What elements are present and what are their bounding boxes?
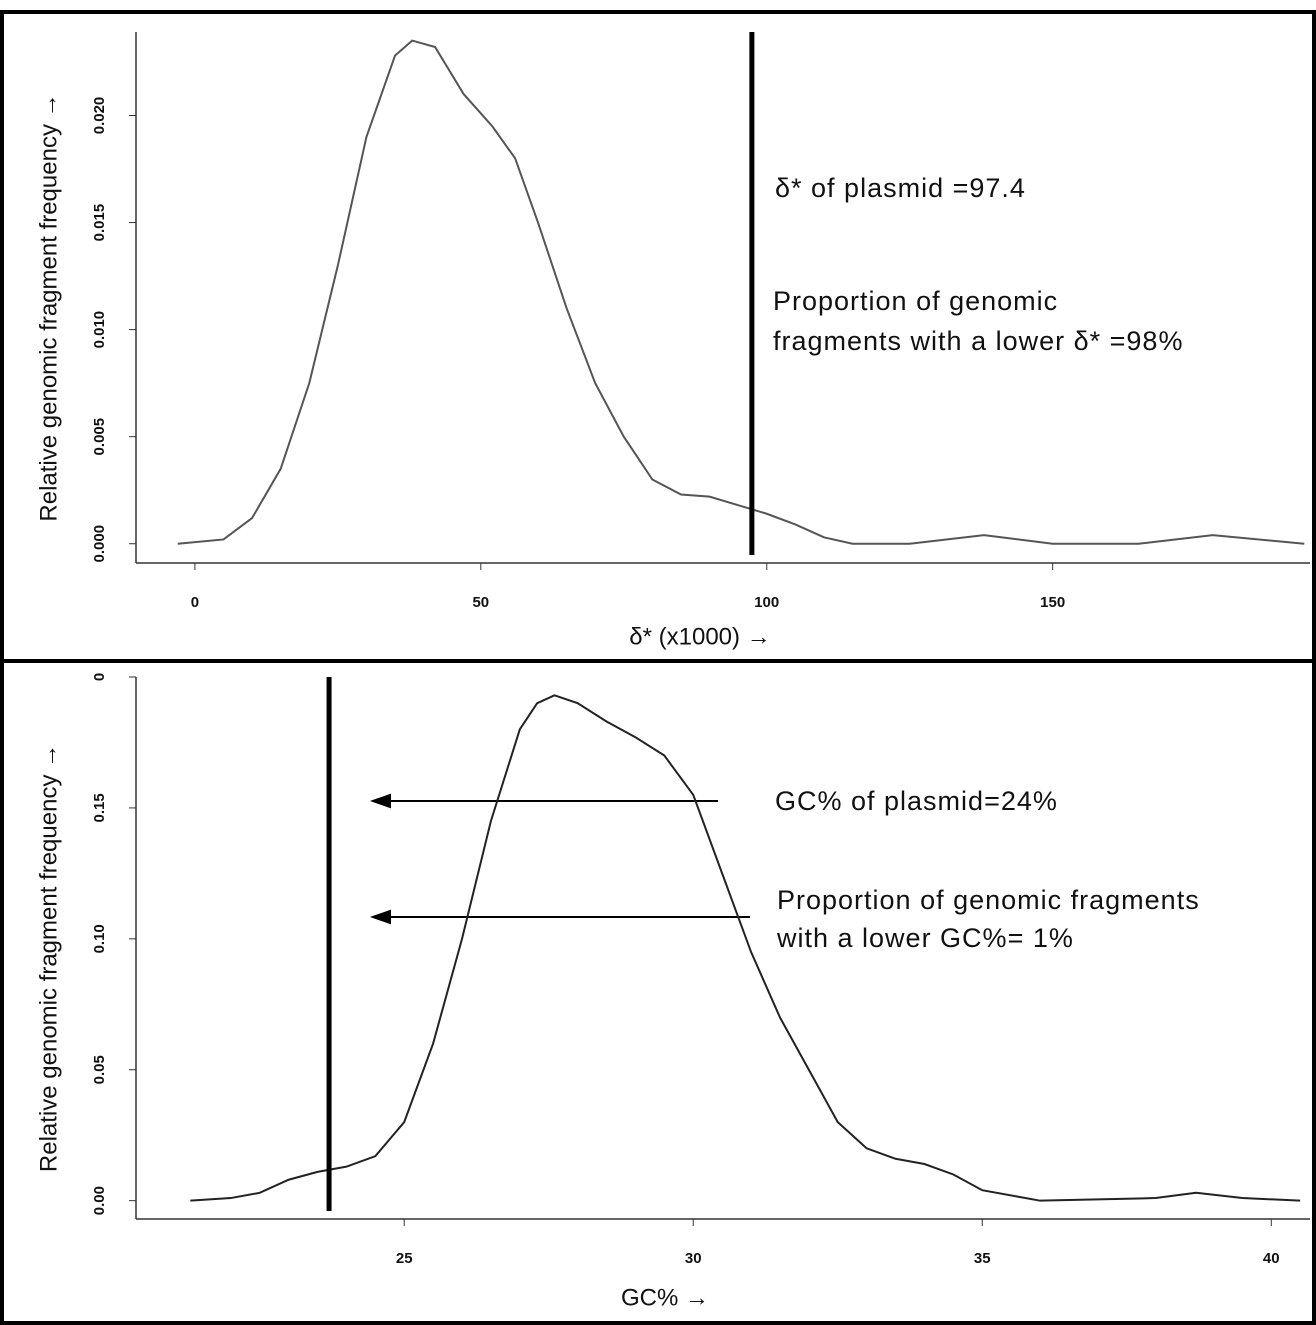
annotation: with a lower GC%= 1% [776,923,1074,953]
density-line [177,39,1305,545]
x-tick-label: 25 [396,1250,413,1267]
y-tick-label: 0.15 [91,793,108,822]
frame [0,10,1316,1325]
x-tick-label: 100 [754,594,779,611]
y-tick-label: 0.010 [91,311,108,349]
arrows [369,793,750,925]
arrow-head [369,909,391,925]
annotation: Proportion of genomic fragments [777,885,1200,915]
y-tick-label: 0.00 [91,1186,108,1215]
x-axis-label: GC% → [621,1284,709,1311]
x-tick-label: 35 [974,1250,991,1267]
y-tick-label: 0.05 [91,1055,108,1084]
y-tick-label: 0.015 [91,204,108,242]
y-tick-label: 0.005 [91,418,108,456]
y-axis-label: Relative genomic fragment frequency → [35,744,62,1172]
annotation: Proportion of genomic [773,286,1058,316]
density-line [190,694,1301,1202]
y-tick-label: 0.000 [91,525,108,563]
annotation: fragments with a lower δ* =98% [773,326,1183,356]
x-tick-label: 30 [685,1250,702,1267]
x-tick-label: 40 [1263,1250,1280,1267]
annotation: GC% of plasmid=24% [775,786,1058,816]
x-tick-label: 50 [472,594,489,611]
x-tick-label: 150 [1040,594,1065,611]
annotation: δ* of plasmid =97.4 [775,173,1026,203]
y-tick-label: 0.020 [91,97,108,135]
x-tick-label: 0 [191,594,199,611]
y-tick-label: 0.10 [91,924,108,953]
y-tick-label: 0 [91,673,108,681]
x-axis-label: δ* (x1000) → [629,623,770,650]
arrow-head [369,793,391,809]
y-axis-label: Relative genomic fragment frequency → [35,93,62,521]
